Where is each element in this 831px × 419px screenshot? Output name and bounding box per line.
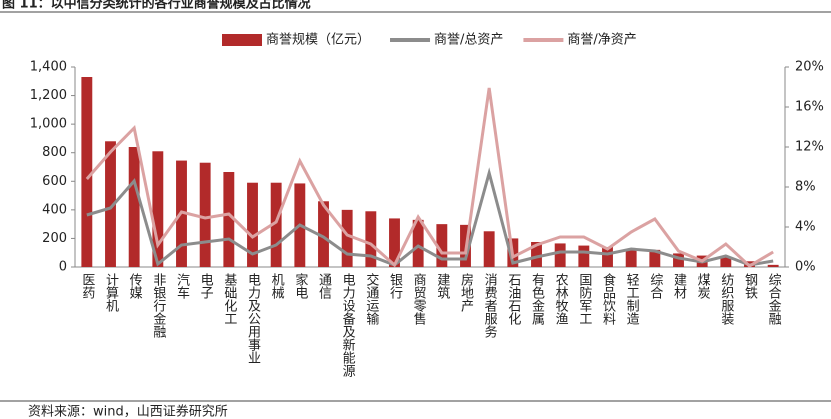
bar (602, 247, 613, 267)
x-tick-label: 非银行金融 (150, 273, 166, 338)
x-tick-label: 综合金融 (766, 273, 782, 325)
x-tick-label: 电力设备及新能源 (340, 273, 356, 377)
y2-tick-label: 12% (795, 140, 824, 155)
bar (767, 264, 779, 267)
x-tick-label: 煤炭 (695, 273, 711, 300)
x-tick-label: 交通运输 (363, 272, 379, 325)
bar (554, 243, 566, 267)
x-tick-label: 石油石化 (505, 273, 521, 326)
x-tick-label: 商贸零售 (411, 273, 427, 325)
x-tick-label: 银行 (387, 273, 403, 300)
x-tick-label: 机械 (269, 273, 285, 299)
x-tick-label: 计算机 (103, 273, 119, 313)
bar (318, 201, 329, 267)
y2-tick-label: 0% (795, 260, 816, 275)
y2-tick-label: 16% (795, 100, 824, 115)
x-tick-label: 建筑 (434, 273, 450, 300)
bar (81, 77, 93, 267)
x-tick-label: 医药 (79, 273, 95, 299)
legend-label: 商誉/总资产 (434, 33, 503, 48)
y2-tick-label: 8% (795, 180, 816, 195)
y-tick-label: 400 (42, 202, 67, 217)
x-tick-label: 食品饮料 (600, 272, 616, 325)
y-tick-label: 600 (42, 174, 67, 189)
bar (341, 209, 353, 267)
legend-label: 商誉/净资产 (567, 33, 636, 48)
bar (199, 162, 211, 267)
x-tick-label: 综合 (647, 273, 663, 299)
x-tick-label: 电子 (198, 273, 214, 299)
bar (105, 141, 116, 267)
x-tick-label: 基础化工 (221, 273, 237, 325)
chart-title: 图 11：以中信分类统计的各行业商誉规模及占比情况 (2, 0, 311, 12)
bar (128, 147, 140, 267)
x-tick-label: 汽车 (174, 273, 190, 299)
x-tick-label: 房地产 (458, 272, 474, 313)
x-tick-label: 通信 (316, 273, 332, 299)
bar (247, 182, 258, 267)
bar (412, 219, 424, 267)
bar (270, 182, 282, 267)
bar (365, 211, 377, 267)
x-tick-label: 家电 (292, 272, 308, 299)
bar (483, 231, 495, 267)
y-tick-label: 1,400 (30, 60, 67, 75)
y-tick-label: 1,000 (30, 117, 67, 132)
bar (649, 249, 661, 267)
bar (152, 151, 164, 267)
bar (531, 242, 542, 267)
bar (578, 245, 590, 267)
x-tick-label: 建材 (671, 273, 687, 299)
y-tick-label: 800 (42, 145, 67, 160)
y2-tick-label: 20% (795, 60, 824, 75)
bar (720, 257, 732, 267)
source: 资料来源：wind，山西证券研究所 (28, 404, 228, 419)
y2-tick-label: 4% (795, 220, 816, 235)
x-tick-label: 有色金属 (529, 273, 545, 326)
x-tick-label: 农林牧渔 (553, 273, 569, 325)
bar (673, 253, 684, 267)
y-tick-label: 200 (42, 231, 67, 246)
y-tick-label: 1,200 (30, 88, 67, 103)
bar (436, 224, 448, 267)
x-tick-label: 钢铁 (742, 273, 758, 299)
legend-label: 商誉规模（亿元） (266, 33, 370, 48)
x-tick-label: 传媒 (127, 273, 143, 299)
bar (223, 172, 235, 267)
x-tick-label: 国防军工 (576, 273, 592, 325)
x-tick-label: 纺织服装 (718, 273, 734, 325)
line (86, 167, 774, 267)
legend-swatch (222, 34, 262, 46)
bar (625, 249, 637, 267)
bar (389, 218, 400, 267)
x-tick-label: 轻工制造 (624, 273, 640, 326)
x-tick-label: 消费者服务 (482, 273, 498, 338)
line (85, 87, 774, 268)
y-tick-label: 0 (59, 260, 67, 275)
x-tick-label: 电力及公用事业 (245, 273, 261, 364)
